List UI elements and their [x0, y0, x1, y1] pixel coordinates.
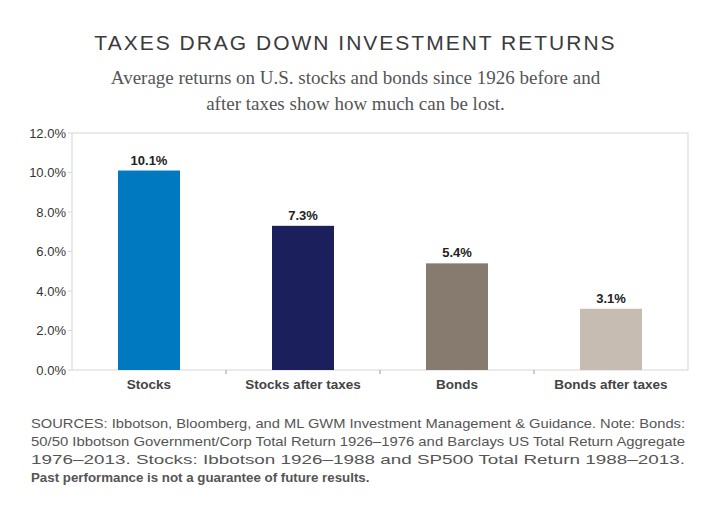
- subtitle: Average returns on U.S. stocks and bonds…: [111, 67, 601, 88]
- y-tick: [68, 133, 72, 134]
- category-divider: [225, 370, 227, 374]
- labels: 10.1% Stocks 7.3% Stocks after taxes 5.4% Bon…: [127, 153, 668, 392]
- x-tick-label: Stocks after taxes: [245, 377, 361, 392]
- y-tick-label: 0.0%: [36, 363, 66, 378]
- x-tick-label: Stocks: [127, 377, 171, 392]
- data-label: 3.1%: [596, 291, 626, 306]
- source-note: SOURCES: Ibbotson, Bloomberg, and ML GWM…: [31, 416, 685, 431]
- y-tick-label: 2.0%: [36, 323, 66, 338]
- data-label: 10.1%: [131, 153, 168, 168]
- data-label: 7.3%: [288, 208, 318, 223]
- category-divider: [533, 370, 535, 374]
- y-tick: [68, 251, 72, 252]
- y-tick-label: 4.0%: [36, 284, 66, 299]
- chart: TAXES DRAG DOWN INVESTMENT RETURNS Averag…: [0, 0, 711, 506]
- subtitle: after taxes show how much can be lost.: [206, 93, 505, 114]
- y-tick-label: 8.0%: [36, 205, 66, 220]
- background: [0, 0, 711, 506]
- y-tick: [68, 172, 72, 173]
- source-note: 1976–2013. Stocks: Ibbotson 1926–1988 an…: [31, 452, 685, 467]
- title: TAXES DRAG DOWN INVESTMENT RETURNS: [94, 31, 616, 54]
- x-tick-label: Bonds: [436, 377, 478, 392]
- y-tick: [68, 370, 72, 371]
- category-divider: [379, 370, 381, 374]
- y-tick: [68, 212, 72, 213]
- bar: [272, 226, 334, 370]
- disclaimer: Past performance is not a guarantee of f…: [31, 470, 369, 485]
- y-tick-label: 10.0%: [29, 165, 66, 180]
- bar: [118, 171, 180, 370]
- y-tick: [68, 330, 72, 331]
- bars: [118, 171, 642, 370]
- y-tick-label: 6.0%: [36, 244, 66, 259]
- y-tick-label: 12.0%: [29, 126, 66, 141]
- plot-frame: [72, 133, 688, 370]
- y-tick: [68, 291, 72, 292]
- x-tick-label: Bonds after taxes: [554, 377, 667, 392]
- data-label: 5.4%: [442, 245, 472, 260]
- source-note: 50/50 Ibbotson Government/Corp Total Ret…: [31, 434, 685, 449]
- bar: [580, 309, 642, 370]
- bar: [426, 263, 488, 370]
